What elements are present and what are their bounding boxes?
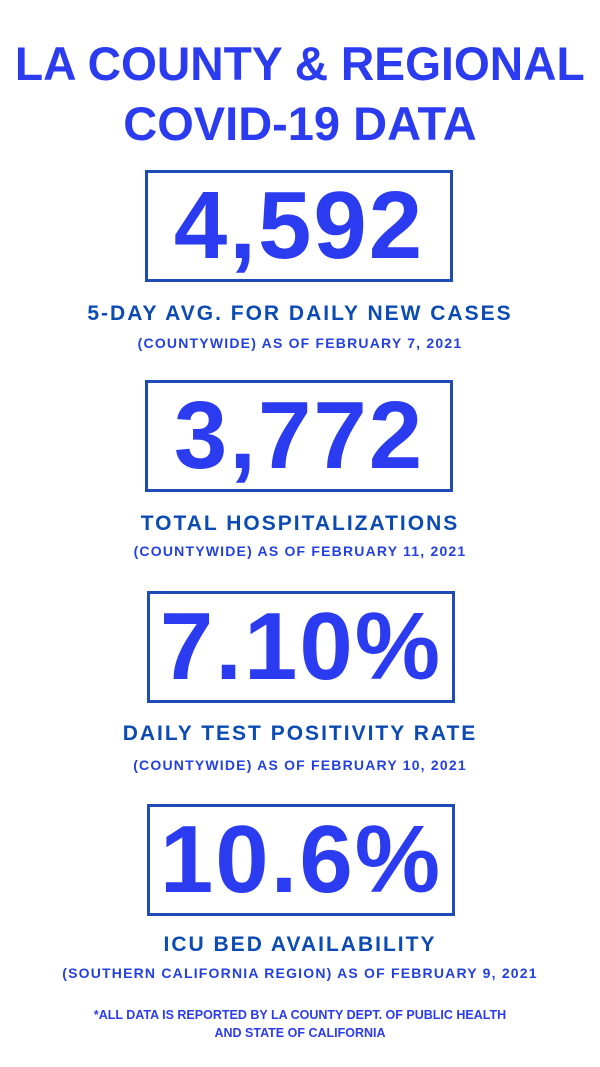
stat-sub: (SOUTHERN CALIFORNIA REGION) AS OF FEBRU… bbox=[62, 965, 538, 981]
stat-label: ICU BED AVAILABILITY bbox=[163, 933, 437, 956]
stat-box-hospitalizations: 3,772 bbox=[145, 380, 453, 492]
title-line-2-row: COVID-19 DATA bbox=[0, 96, 600, 152]
stat-label-row: TOTAL HOSPITALIZATIONS bbox=[0, 511, 600, 537]
stat-box-positivity: 7.10% bbox=[147, 591, 455, 703]
stat-label: DAILY TEST POSITIVITY RATE bbox=[122, 722, 478, 745]
stat-sub-row: (COUNTYWIDE) AS OF FEBRUARY 7, 2021 bbox=[0, 334, 600, 352]
footnote-line-2: AND STATE OF CALIFORNIA bbox=[214, 1026, 386, 1040]
footnote-line-1-row: *ALL DATA IS REPORTED BY LA COUNTY DEPT.… bbox=[0, 1007, 600, 1023]
stat-label: 5-DAY AVG. FOR DAILY NEW CASES bbox=[87, 302, 513, 325]
stat-sub: (COUNTYWIDE) AS OF FEBRUARY 10, 2021 bbox=[133, 757, 467, 773]
stat-label-row: 5-DAY AVG. FOR DAILY NEW CASES bbox=[0, 301, 600, 327]
stat-box-icu: 10.6% bbox=[147, 804, 455, 916]
title-line-1: LA COUNTY & REGIONAL bbox=[15, 37, 585, 90]
stat-label: TOTAL HOSPITALIZATIONS bbox=[140, 512, 460, 535]
stat-sub: (COUNTYWIDE) AS OF FEBRUARY 7, 2021 bbox=[137, 335, 463, 351]
stat-sub-row: (COUNTYWIDE) AS OF FEBRUARY 10, 2021 bbox=[0, 756, 600, 774]
stat-label-row: ICU BED AVAILABILITY bbox=[0, 932, 600, 958]
stat-value: 7.10% bbox=[159, 593, 443, 700]
stat-sub-row: (COUNTYWIDE) AS OF FEBRUARY 11, 2021 bbox=[0, 542, 600, 560]
title-line-2: COVID-19 DATA bbox=[123, 97, 477, 150]
stat-box-new-cases: 4,592 bbox=[145, 170, 453, 282]
stat-label-row: DAILY TEST POSITIVITY RATE bbox=[0, 721, 600, 747]
footnote-line-1: *ALL DATA IS REPORTED BY LA COUNTY DEPT.… bbox=[93, 1008, 507, 1022]
title-line-1-row: LA COUNTY & REGIONAL bbox=[0, 36, 600, 92]
stat-sub-row: (SOUTHERN CALIFORNIA REGION) AS OF FEBRU… bbox=[0, 964, 600, 982]
stat-value: 3,772 bbox=[173, 382, 425, 489]
stat-value: 4,592 bbox=[173, 172, 425, 279]
stat-value: 10.6% bbox=[159, 806, 443, 913]
footnote-line-2-row: AND STATE OF CALIFORNIA bbox=[0, 1025, 600, 1041]
stat-sub: (COUNTYWIDE) AS OF FEBRUARY 11, 2021 bbox=[133, 543, 467, 559]
